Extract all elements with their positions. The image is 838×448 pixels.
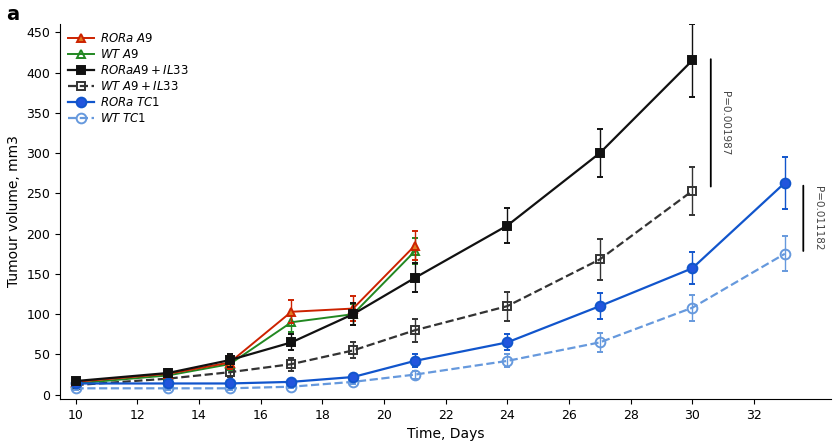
Text: a: a: [6, 5, 19, 25]
Legend: $\it{RORa}\ \it{A9}$, $\it{WT}\ \it{A9}$, $\it{RORaA9+IL33}$, $\it{WT}\ \it{A9+I: $\it{RORa}\ \it{A9}$, $\it{WT}\ \it{A9}$…: [66, 30, 191, 128]
Text: P=0.011182: P=0.011182: [813, 186, 823, 250]
X-axis label: Time, Days: Time, Days: [406, 427, 484, 441]
Text: P=0.001987: P=0.001987: [720, 90, 730, 155]
Y-axis label: Tumour volume, mm3: Tumour volume, mm3: [7, 136, 21, 288]
